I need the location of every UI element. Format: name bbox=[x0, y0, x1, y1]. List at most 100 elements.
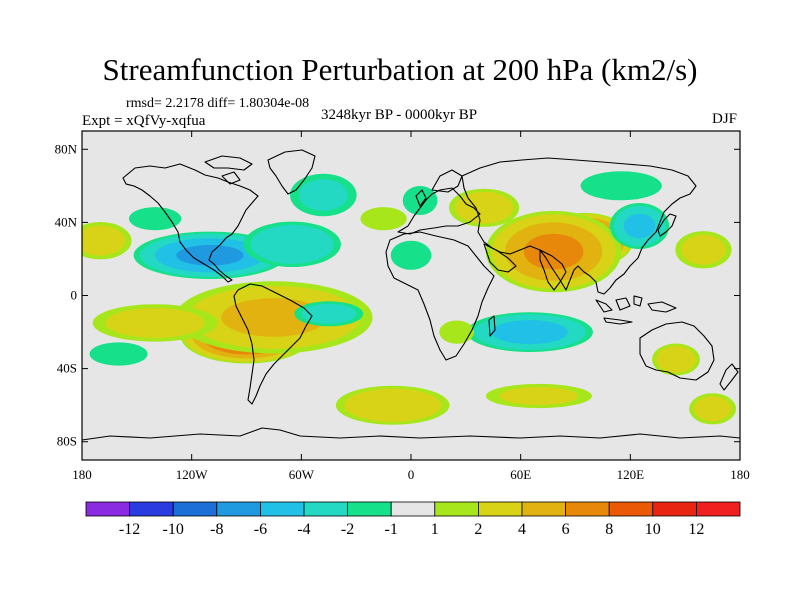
contour-band bbox=[499, 387, 579, 405]
y-tick-label: 0 bbox=[71, 288, 78, 303]
colorbar-label: -6 bbox=[254, 521, 267, 538]
colorbar-swatch bbox=[259, 501, 305, 517]
coast-india bbox=[539, 249, 567, 291]
anomaly-center bbox=[82, 222, 132, 260]
contour-band bbox=[491, 320, 568, 345]
coast-europe bbox=[397, 187, 481, 235]
contour-band bbox=[455, 191, 514, 224]
contour-band bbox=[360, 207, 407, 231]
x-tick-label: 180 bbox=[730, 467, 750, 482]
anomaly-center bbox=[675, 231, 732, 269]
colorbar-label: 8 bbox=[605, 521, 613, 538]
colorbar-swatch bbox=[85, 501, 130, 517]
anomaly-center bbox=[652, 343, 700, 376]
anomaly-center bbox=[129, 207, 182, 231]
x-tick-label: 0 bbox=[408, 467, 415, 482]
coast-madagascar bbox=[488, 315, 496, 337]
colorbar-label: 6 bbox=[562, 521, 570, 538]
coast-britain bbox=[415, 189, 427, 207]
coast-maritime-continent bbox=[595, 295, 677, 325]
contour-band bbox=[694, 396, 732, 422]
y-tick-label: 40N bbox=[55, 214, 78, 229]
colorbar-swatch bbox=[696, 501, 741, 517]
contour-band bbox=[681, 234, 726, 265]
colorbar-swatch bbox=[347, 501, 392, 517]
x-axis: 180 120W 60W 0 60E 120E 180 bbox=[72, 131, 750, 482]
chart-title: Streamfunction Perturbation at 200 hPa (… bbox=[102, 52, 698, 87]
colorbar-label: -1 bbox=[385, 521, 398, 538]
colorbar-label: 12 bbox=[688, 521, 704, 538]
coast-greenland bbox=[267, 149, 316, 195]
colorbar-label: -8 bbox=[210, 521, 223, 538]
coast-japan bbox=[657, 213, 677, 237]
contour-band bbox=[250, 224, 334, 264]
colorbar-swatch bbox=[172, 501, 218, 517]
anomaly-center bbox=[390, 240, 432, 270]
coastlines bbox=[82, 149, 740, 441]
contour-band bbox=[82, 225, 126, 256]
period-text: 3248kyr BP - 0000kyr BP bbox=[321, 107, 478, 123]
x-tick-label: 60W bbox=[289, 467, 315, 482]
coast-asia bbox=[461, 157, 697, 295]
colorbar-label: -2 bbox=[341, 521, 354, 538]
colorbar-label: -4 bbox=[297, 521, 310, 538]
colorbar: -12 -10 -8 -6 -4 -2 -1 1 2 4 6 8 10 12 bbox=[85, 501, 741, 538]
anomaly-center bbox=[609, 203, 670, 249]
colorbar-swatch bbox=[129, 501, 174, 517]
contour-band bbox=[402, 186, 438, 215]
colorbar-label: 1 bbox=[431, 521, 439, 538]
experiment-text: Expt = xQfVy-xqfua bbox=[82, 113, 206, 129]
y-tick-label: 40S bbox=[57, 361, 77, 376]
anomaly-center bbox=[294, 301, 364, 327]
anomaly-center bbox=[485, 383, 592, 409]
contour-band bbox=[298, 179, 348, 211]
y-tick-label: 80S bbox=[57, 434, 77, 449]
coast-south-america bbox=[233, 283, 313, 405]
colorbar-label: 2 bbox=[474, 521, 482, 538]
coast-antarctica bbox=[82, 427, 740, 441]
season-text: DJF bbox=[712, 111, 738, 127]
y-axis: 80N 40N 0 40S 80S bbox=[55, 141, 740, 449]
coast-australia bbox=[639, 321, 715, 381]
anomaly-layer bbox=[82, 171, 736, 425]
colorbar-label: -12 bbox=[119, 521, 140, 538]
colorbar-label: 4 bbox=[518, 521, 526, 538]
contour-band bbox=[105, 308, 205, 338]
coast-new-zealand bbox=[719, 363, 739, 391]
anomaly-center bbox=[402, 186, 438, 215]
anomaly-center bbox=[439, 320, 475, 344]
colorbar-swatch bbox=[216, 501, 261, 517]
anomaly-center bbox=[485, 210, 622, 293]
contour-band bbox=[656, 346, 696, 373]
anomaly-center bbox=[689, 393, 736, 425]
coast-north-america bbox=[122, 163, 259, 283]
contour-band bbox=[390, 240, 432, 270]
colorbar-label: -10 bbox=[163, 521, 184, 538]
contour-band bbox=[523, 233, 584, 270]
contour-band bbox=[301, 303, 357, 324]
colorbar-swatch bbox=[390, 501, 436, 517]
contour-band bbox=[176, 244, 244, 266]
colorbar-swatch bbox=[303, 501, 348, 517]
x-tick-label: 120W bbox=[176, 467, 209, 482]
anomaly-center bbox=[360, 207, 407, 231]
y-tick-label: 80N bbox=[55, 141, 78, 156]
anomaly-center bbox=[243, 221, 341, 267]
anomaly-center bbox=[92, 304, 218, 342]
x-tick-label: 60E bbox=[510, 467, 531, 482]
anomaly-center bbox=[335, 385, 450, 425]
contour-band bbox=[580, 171, 662, 201]
contour-band bbox=[344, 388, 442, 422]
contour-band bbox=[89, 342, 148, 366]
colorbar-swatch bbox=[565, 501, 610, 517]
colorbar-swatch bbox=[434, 501, 479, 517]
coast-arabia bbox=[483, 243, 517, 273]
coast-africa bbox=[385, 231, 495, 361]
colorbar-swatch bbox=[521, 501, 566, 517]
colorbar-swatch bbox=[608, 501, 654, 517]
x-tick-label: 180 bbox=[72, 467, 92, 482]
colorbar-swatch bbox=[652, 501, 697, 517]
coast-canadian-islands bbox=[204, 155, 253, 185]
colorbar-label: 10 bbox=[645, 521, 661, 538]
